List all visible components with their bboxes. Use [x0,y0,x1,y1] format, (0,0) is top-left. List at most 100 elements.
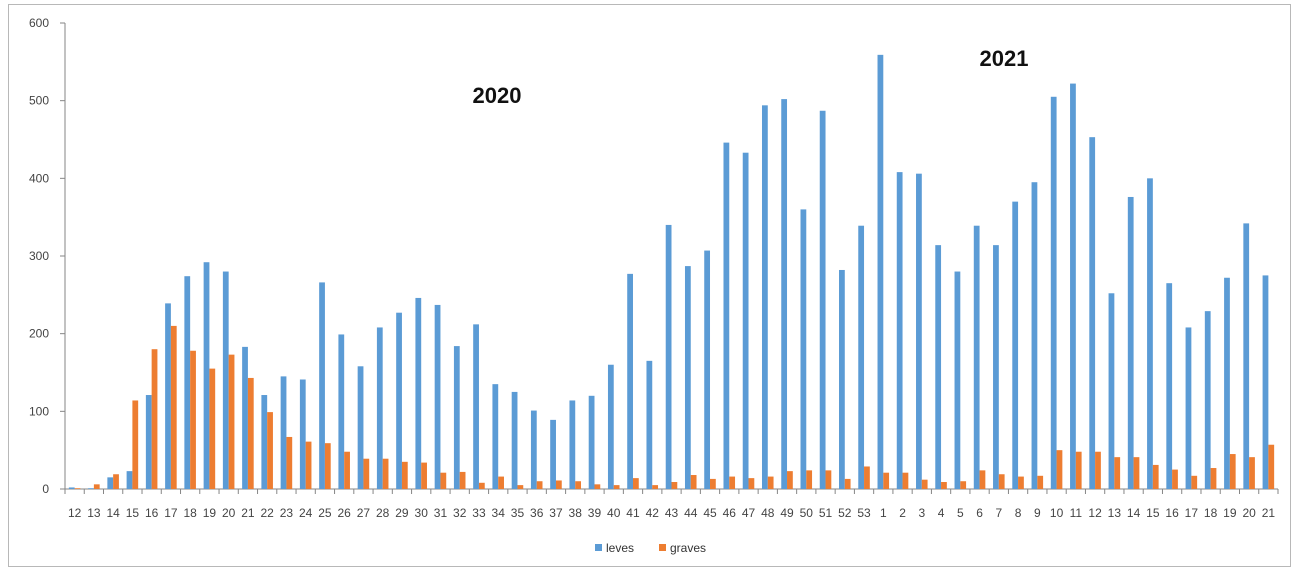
bar-graves [344,451,350,489]
bar-leves [68,487,75,489]
x-tick-label: 50 [800,506,814,520]
bar-graves [363,458,370,489]
y-tick-label: 600 [29,16,49,30]
bar-graves [305,441,312,489]
x-tick-label: 28 [376,506,390,520]
bar-graves [748,478,755,489]
x-tick-label: 13 [87,506,101,520]
bar-graves [710,478,716,489]
x-tick-label: 20 [1242,506,1256,520]
bar-leves [1262,275,1269,489]
bar-leves [530,410,537,489]
bar-graves [517,485,524,489]
bar-graves [459,471,466,489]
x-tick-label: 21 [1262,506,1276,520]
y-axis: 0 100 200 300 400 500 600 [29,16,66,496]
bar-leves [916,173,922,489]
x-tick-label: 7 [995,506,1002,520]
bar-graves [247,377,254,489]
legend-label-graves: graves [670,541,706,555]
x-tick-label: 12 [1088,506,1102,520]
bar-leves [357,366,364,489]
bar-graves [478,482,485,489]
y-tick-label: 0 [42,482,49,496]
bar-graves [190,350,196,489]
x-tick-label: 9 [1034,506,1041,520]
bar-leves [646,360,653,489]
bars-group [68,54,1275,490]
bar-graves [1152,464,1159,489]
x-tick-label: 22 [260,506,274,520]
x-tick-label: 13 [1108,506,1122,520]
bar-graves [1229,454,1236,489]
x-tick-label: 16 [1165,506,1179,520]
bar-leves [492,384,499,489]
bar-leves [1070,83,1076,489]
x-tick-label: 4 [938,506,945,520]
x-tick-label: 19 [203,506,217,520]
x-tick-label: 15 [126,506,140,520]
bar-leves [242,346,248,489]
bar-leves [1050,96,1057,490]
bar-leves [684,266,691,489]
x-tick-label: 48 [761,506,775,520]
x-tick-label: 3 [918,506,925,520]
bar-leves [627,273,633,489]
y-tick-label: 100 [29,404,49,418]
bar-graves [575,481,582,489]
bar-leves [107,477,114,489]
bar-leves [203,262,210,489]
bar-leves [819,110,826,489]
x-tick-label: 37 [549,506,563,520]
x-tick-label: 2 [899,506,906,520]
bar-graves [382,458,389,489]
bar-graves [652,485,659,489]
bar-leves [742,152,749,489]
x-tick-label: 21 [241,506,255,520]
bar-graves [440,472,447,489]
x-tick-label: 14 [106,506,120,520]
x-tick-label: 5 [957,506,964,520]
bar-graves [170,325,177,489]
bar-leves [1127,196,1134,489]
bar-leves [723,142,730,489]
x-tick-label: 45 [703,506,717,520]
x-tick-label: 40 [607,506,621,520]
bar-leves [145,395,152,489]
x-tick-label: 34 [492,506,506,520]
bar-leves [434,304,441,489]
bar-leves [299,379,306,489]
x-tick-label: 47 [742,506,756,520]
x-tick-label: 17 [164,506,178,520]
x-tick-label: 25 [318,506,332,520]
x-tick-label: 18 [183,506,197,520]
bar-graves [267,412,273,489]
bar-graves [844,478,851,489]
x-tick-label: 49 [780,506,794,520]
bar-leves [973,225,980,489]
bar-graves [864,466,870,489]
bar-graves [93,484,100,489]
x-tick-label: 31 [434,506,448,520]
bar-graves [960,481,967,489]
x-tick-label: 38 [569,506,583,520]
bar-leves [1031,182,1038,489]
x-tick-label: 24 [299,506,313,520]
bar-leves [704,250,711,489]
bar-graves [632,478,639,489]
bar-graves [1172,469,1178,489]
bar-graves [1095,451,1101,489]
bar-graves [998,474,1005,489]
x-tick-label: 23 [280,506,294,520]
x-tick-label: 39 [588,506,602,520]
bar-graves [979,470,986,489]
x-tick-label: 17 [1185,506,1199,520]
x-tick-label: 33 [472,506,486,520]
bar-graves [421,462,427,489]
bar-graves [498,476,504,489]
bar-graves [921,479,928,489]
bar-graves [1133,457,1140,489]
bar-leves [1089,137,1096,490]
bar-leves [1166,283,1173,489]
